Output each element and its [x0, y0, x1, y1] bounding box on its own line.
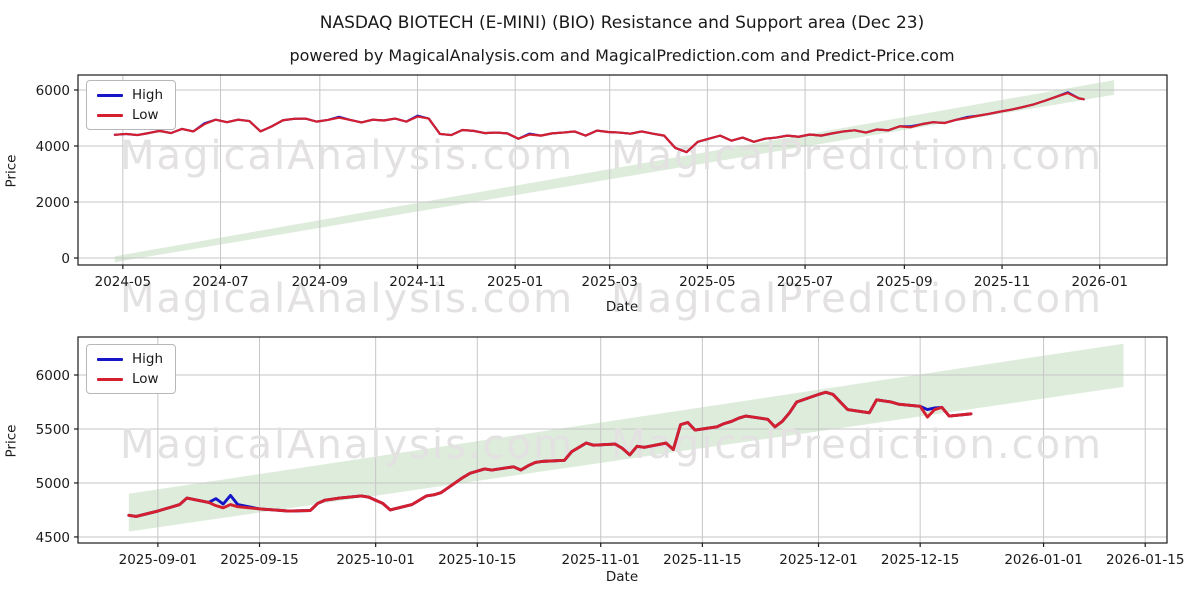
legend-item-high: High — [97, 352, 163, 366]
y-tick-label: 5500 — [36, 422, 70, 438]
y-tick-label: 2000 — [36, 195, 70, 211]
x-tick-label: 2026-01-15 — [1106, 552, 1184, 568]
x-tick-label: 2025-09-15 — [220, 552, 298, 568]
x-tick-label: 2024-05 — [95, 274, 151, 290]
support-resistance-band — [114, 80, 1115, 263]
watermark-text: MagicalPrediction.com — [611, 422, 1103, 468]
chart-title: NASDAQ BIOTECH (E-MINI) (BIO) Resistance… — [319, 13, 925, 33]
y-tick-label: 6000 — [36, 83, 70, 99]
legend-label-low: Low — [132, 107, 159, 123]
chart-subtitle: powered by MagicalAnalysis.com and Magic… — [289, 46, 955, 65]
x-axis-label-top: Date — [605, 299, 639, 315]
y-tick-label: 4500 — [36, 530, 70, 546]
x-tick-label: 2025-11-15 — [663, 552, 741, 568]
y-axis-label-top: Price — [3, 154, 20, 188]
x-tick-label: 2024-07 — [192, 274, 248, 290]
y-tick-label: 4000 — [36, 139, 70, 155]
x-tick-label: 2025-09-01 — [119, 552, 197, 568]
y-tick-label: 0 — [61, 251, 70, 267]
x-tick-label: 2025-11 — [974, 274, 1030, 290]
high-line-swatch-icon — [97, 93, 123, 97]
series-line-low — [127, 390, 973, 518]
x-tick-label: 2025-10-01 — [336, 552, 414, 568]
y-tick-label: 6000 — [36, 368, 70, 384]
watermark-text: MagicalAnalysis.com — [120, 133, 574, 179]
high-line-swatch-icon — [97, 357, 123, 361]
y-axis-label-bottom: Price — [3, 424, 20, 458]
legend-item-low: Low — [97, 108, 163, 122]
plot-border — [77, 336, 1168, 544]
low-line-swatch-icon — [97, 113, 123, 117]
legend-item-high: High — [97, 88, 163, 102]
x-tick-label: 2025-11-01 — [561, 552, 639, 568]
legend-label-high: High — [132, 87, 164, 103]
x-tick-label: 2025-12-01 — [779, 552, 857, 568]
x-axis-label-bottom: Date — [605, 569, 639, 585]
x-tick-label: 2025-12-15 — [881, 552, 959, 568]
x-tick-label: 2026-01 — [1072, 274, 1128, 290]
legend-item-low: Low — [97, 372, 163, 386]
x-tick-label: 2025-03 — [581, 274, 637, 290]
support-resistance-band — [128, 343, 1124, 532]
legend-label-high: High — [132, 351, 164, 367]
low-line-swatch-icon — [97, 377, 123, 381]
legend-bottom: High Low — [86, 344, 177, 394]
watermark-text: MagicalAnalysis.com — [120, 422, 574, 468]
x-tick-label: 2025-01 — [487, 274, 543, 290]
watermark-text: MagicalPrediction.com — [611, 133, 1103, 179]
legend-label-low: Low — [132, 371, 159, 387]
x-tick-label: 2026-01-01 — [1004, 552, 1082, 568]
y-tick-label: 5000 — [36, 476, 70, 492]
x-tick-label: 2024-09 — [292, 274, 348, 290]
x-tick-label: 2025-05 — [679, 274, 735, 290]
series-line-low — [113, 91, 1085, 154]
x-tick-label: 2025-09 — [876, 274, 932, 290]
x-tick-label: 2024-11 — [389, 274, 445, 290]
watermark-text: MagicalAnalysis.com — [120, 276, 574, 322]
watermark-text: MagicalPrediction.com — [611, 276, 1103, 322]
x-tick-label: 2025-10-15 — [438, 552, 516, 568]
legend-top: High Low — [86, 80, 177, 130]
x-tick-label: 2025-07 — [777, 274, 833, 290]
plot-border — [77, 74, 1168, 266]
